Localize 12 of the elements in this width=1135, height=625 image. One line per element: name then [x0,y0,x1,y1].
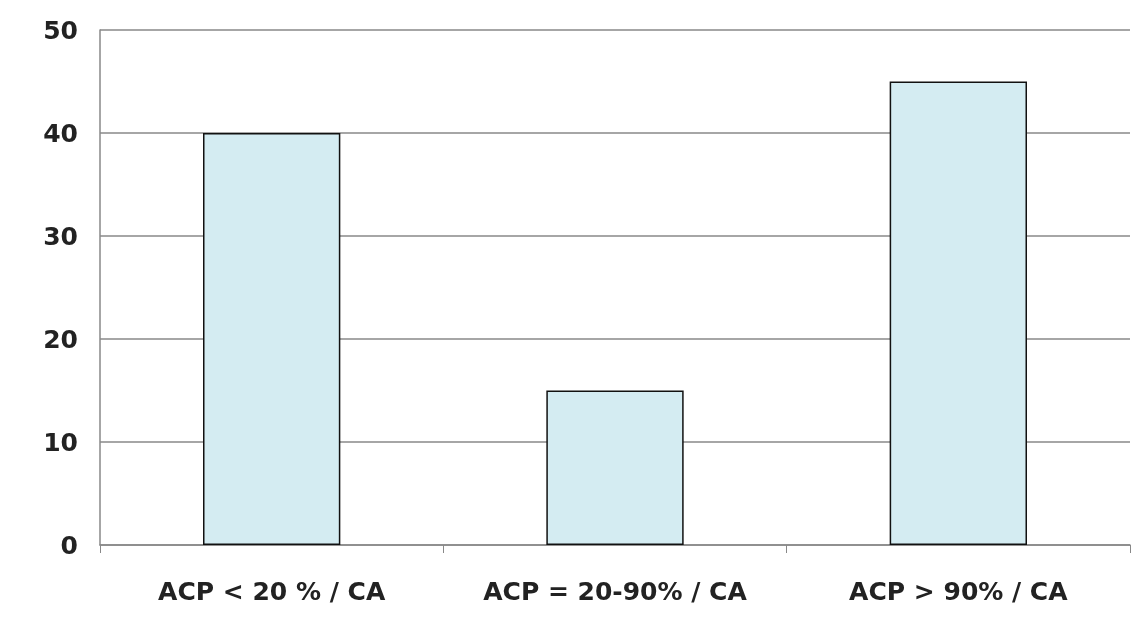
x-tick-label: ACP > 90% / CA [849,577,1069,606]
y-tick-label: 50 [43,15,78,45]
bar [546,390,684,545]
bar [203,133,341,545]
y-tick-label: 10 [43,427,78,457]
x-tick-label: ACP = 20-90% / CA [483,577,748,606]
y-tick-label: 30 [43,221,78,251]
y-tick-label: 0 [60,530,78,560]
x-tick-label: ACP < 20 % / CA [158,577,386,606]
bar [889,81,1027,545]
y-tick-label: 40 [43,118,78,148]
y-tick-label: 20 [43,324,78,354]
